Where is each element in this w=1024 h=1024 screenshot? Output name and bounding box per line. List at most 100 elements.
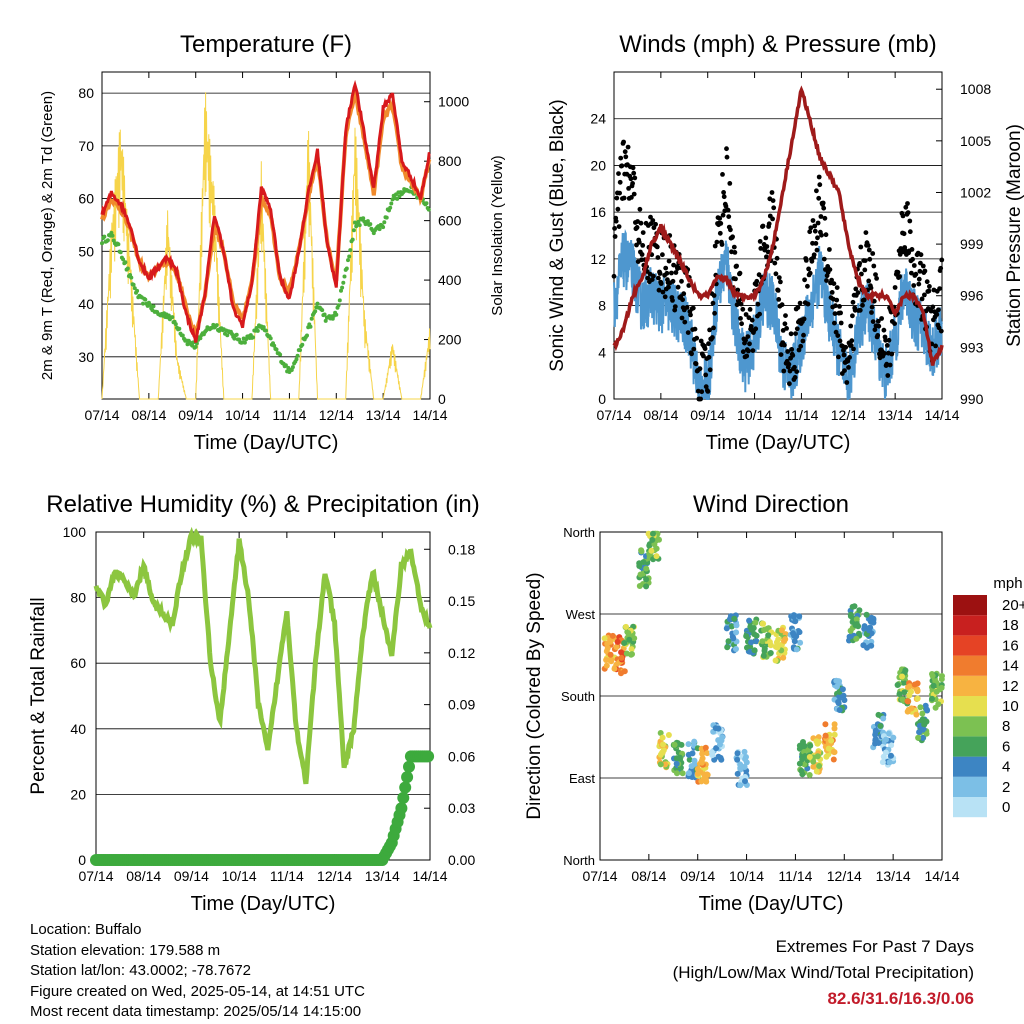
direction-point [877, 723, 884, 729]
gust-point [875, 318, 881, 324]
x-tick-label: 12/14 [317, 868, 352, 884]
direction-point [694, 766, 701, 772]
gust-point [778, 352, 784, 357]
direction-point [662, 761, 669, 768]
gust-point [810, 240, 815, 246]
y-tick-label: 80 [78, 85, 94, 101]
gust-point [651, 273, 656, 279]
gust-point [861, 297, 867, 303]
direction-point [856, 607, 863, 614]
gust-point [845, 358, 851, 364]
gust-point [743, 337, 748, 343]
direction-point [765, 632, 772, 639]
direction-point [725, 638, 732, 645]
y-tick-label: 60 [70, 655, 86, 671]
direction-point [752, 619, 759, 626]
y-tick-label: 100 [63, 524, 87, 540]
direction-point [885, 730, 892, 737]
gust-point [809, 258, 815, 264]
gust-point [917, 268, 923, 274]
direction-point [828, 737, 835, 744]
gust-point [631, 191, 637, 197]
gust-point [867, 256, 873, 262]
direction-point [853, 616, 860, 623]
dewpoint-point [388, 205, 393, 210]
direction-point [607, 651, 614, 658]
dewpoint-point [116, 242, 121, 247]
gust-point [680, 297, 685, 303]
x-tick-label: 14/14 [924, 868, 959, 884]
direction-point [671, 741, 678, 748]
direction-point [742, 778, 748, 785]
gust-point [807, 229, 813, 235]
x-tick-label: 14/14 [412, 407, 447, 423]
dewpoint-point [389, 201, 394, 206]
gust-point [764, 244, 770, 249]
dewpoint-point [337, 298, 342, 303]
direction-point [883, 736, 889, 743]
direction-point [908, 688, 914, 695]
legend-swatch [953, 756, 987, 777]
panel-humidity: Relative Humidity (%) & Precipitation (i… [28, 491, 480, 915]
y-tick-label: North [563, 853, 595, 868]
direction-point [626, 636, 633, 643]
gust-point [733, 276, 738, 282]
direction-point [831, 731, 838, 738]
gust-point [753, 326, 759, 332]
gust-point [670, 298, 675, 303]
direction-point [806, 772, 813, 778]
y2-tick-label: 400 [438, 272, 462, 288]
direction-point [614, 638, 621, 645]
y-tick-label: 4 [598, 344, 606, 360]
y2-tick-label: 0 [438, 391, 446, 407]
dewpoint-point [131, 282, 136, 287]
direction-point [643, 583, 650, 590]
gust-point [916, 281, 922, 287]
y2-tick-label: 200 [438, 332, 462, 348]
direction-point [839, 686, 846, 693]
gust-point [679, 315, 685, 321]
gust-point [849, 338, 855, 344]
x-tick-label: 09/14 [174, 868, 209, 884]
gust-point [766, 221, 772, 227]
dewpoint-point [290, 365, 295, 370]
direction-point [836, 707, 843, 713]
station-info: Location: Buffalo Station elevation: 179… [30, 920, 365, 1023]
direction-point [853, 635, 860, 642]
x-tick-label: 09/14 [690, 407, 725, 423]
direction-point [676, 754, 683, 761]
direction-point [603, 662, 610, 669]
direction-point [833, 683, 840, 690]
y-tick-label: 16 [590, 204, 606, 220]
dewpoint-point [255, 328, 260, 333]
gust-point [820, 200, 826, 206]
legend-swatch [953, 696, 987, 717]
direction-point [935, 701, 942, 708]
gust-point [654, 244, 660, 250]
direction-point [731, 615, 738, 622]
gust-point [788, 331, 794, 337]
gust-point [734, 263, 739, 269]
gust-point [797, 300, 803, 306]
gust-point [725, 207, 731, 213]
direction-point [741, 764, 748, 770]
gust-point [732, 250, 738, 255]
legend-label: 2 [1002, 779, 1010, 796]
direction-point [628, 651, 635, 658]
location-text: Location: Buffalo [30, 921, 142, 938]
gust-point [640, 230, 646, 236]
gust-point [749, 317, 755, 323]
dewpoint-point [356, 219, 361, 224]
direction-point [604, 640, 611, 647]
gust-point [808, 225, 814, 231]
gust-point [907, 229, 913, 235]
direction-point [728, 623, 735, 630]
gust-point [770, 216, 775, 222]
dewpoint-point [330, 316, 335, 321]
direction-point [702, 744, 709, 751]
direction-point [649, 536, 656, 543]
direction-point [899, 673, 906, 680]
gust-point [811, 252, 817, 258]
gust-point [776, 275, 782, 280]
extremes-subtitle: (High/Low/Max Wind/Total Precipitation) [672, 963, 974, 982]
